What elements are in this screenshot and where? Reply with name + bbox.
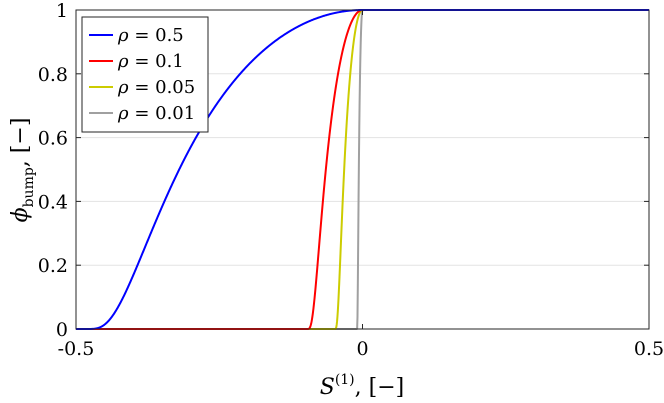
axis-ticks — [75, 9, 650, 330]
x-tick-label: 0.5 — [634, 338, 664, 360]
x-tick-label: -0.5 — [58, 338, 95, 360]
y-tick-label: 0.2 — [38, 255, 68, 277]
x-tick-label: 0 — [356, 338, 368, 360]
x-axis-title: S(1), [−] — [320, 372, 405, 400]
y-axis-symbol: ϕ — [8, 207, 33, 222]
y-axis-subscript: bump — [21, 167, 37, 207]
legend-label: ρ = 0.05 — [117, 77, 195, 98]
y-tick-label: 0.4 — [38, 191, 68, 213]
legend-items: ρ = 0.5 ρ = 0.1 ρ = 0.05 ρ = 0.01 — [89, 25, 195, 124]
x-axis-symbol: S — [320, 375, 335, 400]
x-axis-superscript: (1) — [335, 372, 355, 388]
y-axis-unit: , [−] — [8, 118, 33, 168]
legend-label: ρ = 0.01 — [117, 103, 195, 124]
y-axis-title: ϕbump, [−] — [8, 118, 37, 223]
legend: ρ = 0.5 ρ = 0.1 ρ = 0.05 ρ = 0.01 — [81, 16, 209, 133]
y-tick-labels: 0 0.2 0.4 0.6 0.8 1 — [38, 0, 68, 341]
legend-label: ρ = 0.1 — [117, 51, 184, 72]
y-tick-label: 0.8 — [38, 64, 68, 86]
x-axis-unit: , [−] — [355, 375, 405, 400]
y-tick-label: 0.6 — [38, 128, 68, 150]
y-tick-label: 1 — [56, 0, 68, 22]
y-tick-label: 0 — [56, 319, 68, 341]
legend-label: ρ = 0.5 — [117, 25, 184, 46]
x-tick-labels: -0.5 0 0.5 — [58, 338, 664, 360]
